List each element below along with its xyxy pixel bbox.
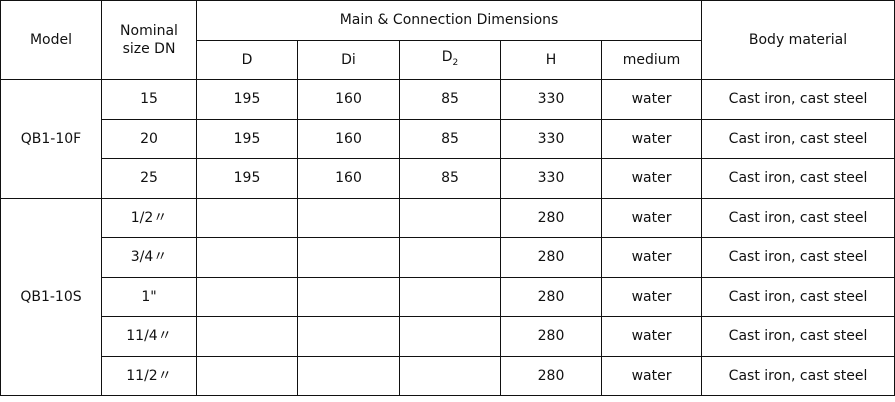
- cell-dn: 20: [101, 118, 197, 159]
- table-row: 11/4〃 280 water Cast iron, cast steel: [1, 316, 895, 357]
- cell-dn: 15: [101, 79, 197, 120]
- cell-h: 280: [500, 237, 602, 278]
- cell-h: 280: [500, 355, 602, 396]
- cell-dn: 11/4〃: [101, 316, 197, 357]
- cell-d: [196, 197, 298, 238]
- cell-material: Cast iron, cast steel: [701, 316, 895, 357]
- cell-d: [196, 237, 298, 278]
- cell-medium: water: [600, 276, 703, 317]
- cell-model: QB1-10F: [0, 79, 102, 199]
- cell-di: 160: [297, 158, 400, 199]
- cell-dn: 1": [101, 276, 197, 317]
- header-nominal-line1: Nominal: [120, 23, 178, 39]
- cell-material: Cast iron, cast steel: [701, 276, 895, 317]
- cell-d: [196, 355, 298, 396]
- table-row: QB1-10S 1/2〃 280 water Cast iron, cast steel: [0, 197, 895, 396]
- cell-h: 330: [500, 158, 602, 199]
- header-d2-base: D: [441, 48, 453, 65]
- cell-medium: water: [600, 316, 703, 357]
- cell-dn: 1/2〃: [101, 197, 197, 238]
- cell-d2: [399, 276, 501, 317]
- table-row: 11/2〃 280 water Cast iron, cast steel: [1, 355, 895, 396]
- cell-material: Cast iron, cast steel: [701, 355, 895, 396]
- cell-material: Cast iron, cast steel: [701, 197, 895, 238]
- cell-material: Cast iron, cast steel: [701, 158, 895, 199]
- header-body-material: Body material: [701, 0, 895, 80]
- cell-h: 280: [500, 197, 602, 238]
- cell-di: [297, 197, 400, 238]
- header-h: H: [500, 39, 602, 80]
- cell-medium: water: [600, 158, 703, 199]
- cell-d2: [399, 355, 501, 396]
- cell-material: Cast iron, cast steel: [701, 237, 895, 278]
- cell-d: 195: [196, 158, 298, 199]
- cell-dn: 3/4〃: [101, 237, 197, 278]
- cell-medium: water: [600, 237, 703, 278]
- cell-d2: 85: [399, 158, 501, 199]
- table-row: 3/4〃 280 water Cast iron, cast steel: [1, 237, 895, 278]
- header-model: Model: [0, 0, 102, 80]
- header-medium: medium: [600, 39, 703, 80]
- header-nominal-line2: size DN: [122, 41, 176, 57]
- cell-h: 330: [500, 79, 602, 120]
- cell-medium: water: [600, 197, 703, 238]
- cell-di: [297, 355, 400, 396]
- cell-d: 195: [196, 79, 298, 120]
- cell-d2: 85: [399, 79, 501, 120]
- header-di: Di: [297, 39, 400, 80]
- cell-d2: [399, 197, 501, 238]
- cell-dn: 25: [101, 158, 197, 199]
- cell-dn: 11/2〃: [101, 355, 197, 396]
- header-d2: D2: [399, 39, 501, 80]
- cell-di: [297, 316, 400, 357]
- header-d: D: [196, 39, 298, 80]
- cell-di: 160: [297, 79, 400, 120]
- cell-medium: water: [600, 355, 703, 396]
- cell-h: 280: [500, 316, 602, 357]
- cell-h: 330: [500, 118, 602, 159]
- cell-material: Cast iron, cast steel: [701, 118, 895, 159]
- cell-d2: [399, 316, 501, 357]
- cell-model: QB1-10S: [0, 197, 102, 396]
- header-nominal-size: Nominal size DN: [101, 0, 197, 80]
- cell-h: 280: [500, 276, 602, 317]
- cell-medium: water: [600, 79, 703, 120]
- cell-di: [297, 276, 400, 317]
- cell-d2: [399, 237, 501, 278]
- cell-d2: 85: [399, 118, 501, 159]
- table-row: 1" 280 water Cast iron, cast steel: [1, 276, 895, 317]
- cell-d: [196, 276, 298, 317]
- cell-material: Cast iron, cast steel: [701, 79, 895, 120]
- table-row: QB1-10F 15 195 160 85 330 water Cast iron, cast…: [0, 79, 895, 199]
- table-row: 20 195 160 85 330 water Cast iron, cast steel: [1, 118, 895, 159]
- cell-medium: water: [600, 118, 703, 159]
- header-main-dimensions: Main & Connection Dimensions: [195, 0, 703, 41]
- cell-di: 160: [297, 118, 400, 159]
- header-d2-sub: 2: [452, 57, 459, 68]
- table-row: 25 195 160 85 330 water Cast iron, cast steel: [1, 158, 895, 199]
- cell-d: [196, 316, 298, 357]
- cell-d: 195: [196, 118, 298, 159]
- cell-di: [297, 237, 400, 278]
